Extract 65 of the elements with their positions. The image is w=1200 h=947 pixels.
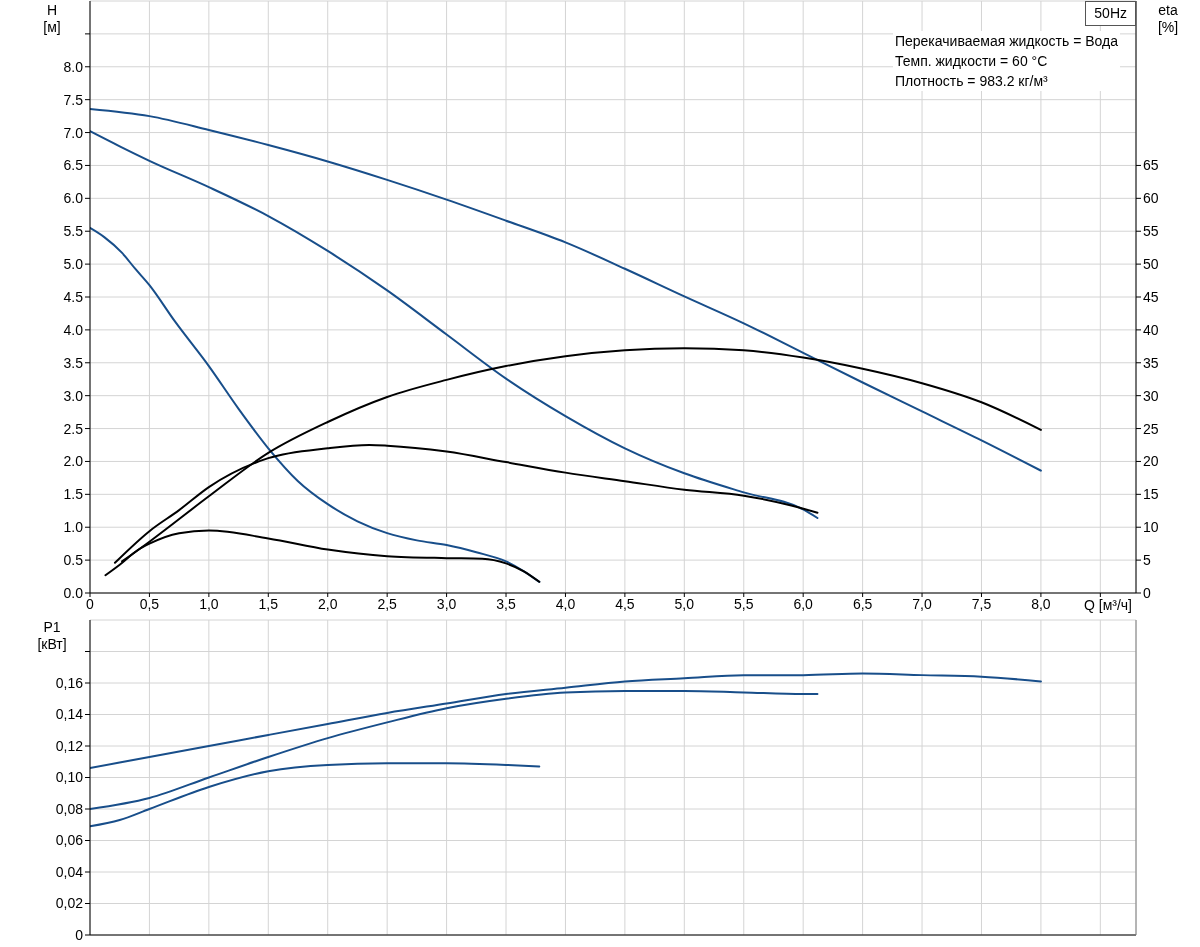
x-tick-label: 4,0 bbox=[555, 595, 576, 612]
y-tick-label: 6.5 bbox=[63, 157, 84, 174]
y2-tick-label: 45 bbox=[1143, 288, 1159, 305]
y2-tick-label: 65 bbox=[1143, 157, 1159, 174]
x-tick-label: 2,0 bbox=[317, 595, 338, 612]
y-tick-label: 7.5 bbox=[63, 91, 84, 108]
y2-tick-label: 10 bbox=[1143, 519, 1159, 536]
y2-tick-label: 0 bbox=[1143, 584, 1151, 601]
y2-tick-label: 20 bbox=[1143, 453, 1159, 470]
y-tick-label: 0,12 bbox=[55, 737, 84, 754]
annotation: 50Hz bbox=[1094, 4, 1127, 23]
y-tick-label: 0,10 bbox=[55, 769, 84, 786]
x-tick-label: 7,0 bbox=[912, 595, 932, 612]
y-tick-label: 2.5 bbox=[63, 420, 84, 437]
y-tick-label: 0,02 bbox=[55, 895, 84, 912]
y-tick-label: 7.0 bbox=[63, 124, 84, 141]
y2-tick-label: 60 bbox=[1143, 190, 1159, 207]
x-tick-label: 3,0 bbox=[436, 595, 457, 612]
y-tick-label: 5.5 bbox=[63, 223, 84, 240]
x-tick-label: 4,5 bbox=[615, 595, 635, 612]
y-tick-label: 0,16 bbox=[55, 674, 84, 691]
y-tick-label: 0.0 bbox=[63, 584, 84, 601]
y-tick-label: 4.5 bbox=[63, 288, 84, 305]
x-tick-label: 8,0 bbox=[1031, 595, 1051, 612]
y-tick-label: 0,04 bbox=[55, 863, 84, 880]
y-tick-label: 2.0 bbox=[63, 453, 84, 470]
y2-tick-label: 35 bbox=[1143, 354, 1159, 371]
x-tick-label: 5,0 bbox=[674, 595, 695, 612]
y-tick-label: 0,08 bbox=[55, 800, 84, 817]
y-tick-label: 6.0 bbox=[63, 190, 84, 207]
annotation: Плотность = 983.2 кг/м³ bbox=[894, 72, 1049, 91]
x-tick-label: 5,5 bbox=[734, 595, 754, 612]
y-tick-label: 1.0 bbox=[63, 519, 84, 536]
y-axis-title: P1 [кВт] bbox=[36, 619, 68, 653]
y2-tick-label: 15 bbox=[1143, 486, 1159, 503]
y-tick-label: 0 bbox=[75, 926, 84, 943]
y-tick-label: 0,14 bbox=[55, 706, 84, 723]
y2-tick-label: 55 bbox=[1143, 223, 1159, 240]
x-tick-label: 7,5 bbox=[971, 595, 992, 612]
x-tick-label: 2,5 bbox=[377, 595, 398, 612]
x-tick-label: 0,5 bbox=[139, 595, 160, 612]
y-tick-label: 3.0 bbox=[63, 387, 84, 404]
y-axis-title: H [м] bbox=[42, 2, 62, 36]
y-tick-label: 0.5 bbox=[63, 552, 84, 569]
annotation: Перекачиваемая жидкость = Вода bbox=[894, 32, 1118, 51]
y-tick-label: 0,06 bbox=[55, 832, 84, 849]
y-tick-label: 3.5 bbox=[63, 354, 84, 371]
y-tick-label: 8.0 bbox=[63, 58, 84, 75]
x-tick-label: 1,0 bbox=[199, 595, 219, 612]
x-tick-label: 0 bbox=[86, 595, 95, 612]
annotation: Темп. жидкости = 60 °C bbox=[894, 52, 1049, 71]
x-tick-label: 6,0 bbox=[793, 595, 814, 612]
x-axis-title: Q [м³/ч] bbox=[1083, 597, 1132, 614]
y2-axis-title: eta [%] bbox=[1156, 2, 1180, 36]
x-tick-label: 1,5 bbox=[258, 595, 279, 612]
y2-tick-label: 30 bbox=[1143, 387, 1159, 404]
y2-tick-label: 40 bbox=[1143, 321, 1159, 338]
y-tick-label: 4.0 bbox=[63, 321, 84, 338]
x-tick-label: 3,5 bbox=[496, 595, 516, 612]
y-tick-label: 5.0 bbox=[63, 256, 84, 273]
y-tick-label: 1.5 bbox=[63, 486, 84, 503]
y2-tick-label: 50 bbox=[1143, 256, 1159, 273]
x-tick-label: 6,5 bbox=[852, 595, 873, 612]
y2-tick-label: 25 bbox=[1143, 420, 1159, 437]
y2-tick-label: 5 bbox=[1143, 552, 1151, 569]
